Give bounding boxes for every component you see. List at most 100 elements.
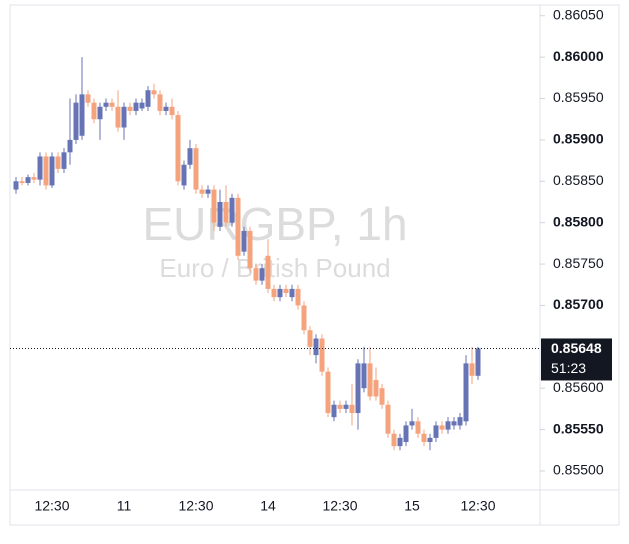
candle-body — [19, 181, 25, 183]
candle-body — [367, 363, 373, 397]
y-tick-label: 0.86000 — [553, 48, 604, 64]
candle-body — [349, 404, 355, 414]
candle-body — [91, 102, 97, 120]
last-price-box — [541, 338, 612, 381]
candle-body — [25, 177, 31, 183]
x-tick-label: 12:30 — [322, 498, 357, 514]
chart-frame — [9, 4, 620, 526]
candle-body — [445, 421, 451, 430]
y-tick-label: 0.85550 — [553, 420, 604, 436]
candle-body — [301, 305, 307, 331]
candle-body — [235, 197, 241, 256]
candle-body — [283, 288, 289, 294]
y-tick-label: 0.86050 — [553, 6, 604, 22]
candle-body — [331, 404, 337, 418]
candle-body — [241, 230, 247, 252]
last-price-label: 0.85648 — [551, 340, 602, 356]
candle-body — [373, 379, 379, 397]
candle-body — [421, 433, 427, 442]
watermark-subtitle: Euro / British Pound — [159, 253, 390, 283]
candle-body — [409, 421, 415, 426]
y-tick-label: 0.85750 — [553, 255, 604, 271]
candle-body — [457, 417, 463, 426]
candle-body — [451, 421, 457, 426]
y-tick-label: 0.85900 — [553, 131, 604, 147]
candle-body — [181, 164, 187, 186]
candle-body — [97, 106, 103, 120]
x-tick-label: 12:30 — [178, 498, 213, 514]
candle-body — [67, 139, 73, 153]
candle-body — [433, 425, 439, 438]
candle-body — [175, 115, 181, 182]
candle-body — [157, 94, 163, 111]
candle-body — [115, 106, 121, 128]
candle-body — [265, 255, 271, 289]
candle-body — [73, 102, 79, 140]
candle-body — [343, 404, 349, 409]
y-tick-label: 0.85700 — [553, 296, 604, 312]
candle-body — [355, 363, 361, 414]
candle-body — [259, 268, 265, 281]
candle-body — [199, 189, 205, 194]
x-tick-label: 15 — [404, 498, 420, 514]
candle-body — [415, 421, 421, 434]
candle-body — [295, 288, 301, 306]
candle-body — [361, 363, 367, 389]
candle-body — [43, 156, 49, 186]
candle-body — [133, 102, 139, 111]
candle-body — [313, 338, 319, 356]
y-tick-label: 0.85500 — [553, 462, 604, 478]
candle-body — [31, 177, 37, 180]
y-tick-label: 0.85850 — [553, 172, 604, 188]
y-tick-label: 0.85950 — [553, 89, 604, 105]
candle-body — [121, 106, 127, 128]
candle-body — [229, 197, 235, 223]
candle-body — [223, 201, 229, 223]
candle-body — [379, 388, 385, 405]
candle-body — [139, 102, 145, 109]
candle-body — [427, 437, 433, 442]
candle-body — [247, 230, 253, 269]
candle-body — [127, 106, 133, 111]
candle-body — [61, 152, 67, 169]
candle-body — [391, 433, 397, 447]
candle-body — [151, 90, 157, 95]
candle-body — [37, 156, 43, 180]
candle-body — [55, 156, 61, 169]
candle-body — [145, 90, 151, 107]
candle-body — [325, 371, 331, 414]
candle-body — [271, 288, 277, 298]
x-tick-label: 11 — [117, 498, 132, 514]
candle-body — [463, 363, 469, 422]
candle-body — [13, 181, 19, 190]
candle-body — [79, 94, 85, 136]
candle-body — [439, 425, 445, 430]
candle-body — [205, 189, 211, 194]
candle-body — [217, 201, 223, 227]
x-tick-label: 12:30 — [34, 498, 69, 514]
candle-body — [169, 106, 175, 116]
candle-body — [307, 330, 313, 347]
candle-body — [469, 363, 475, 376]
candle-body — [85, 94, 91, 103]
candle-body — [277, 288, 283, 298]
candle-body — [337, 404, 343, 409]
candle-body — [475, 348, 481, 376]
watermark-title: EURGBP, 1h — [142, 198, 407, 250]
candle-body — [49, 156, 55, 186]
countdown-label: 51:23 — [551, 360, 586, 376]
candle-body — [397, 437, 403, 447]
y-tick-label: 0.85600 — [553, 379, 604, 395]
candle-body — [289, 288, 295, 298]
x-tick-label: 14 — [260, 498, 276, 514]
candle-body — [253, 268, 259, 281]
candle-body — [109, 102, 115, 107]
candle-body — [193, 148, 199, 190]
y-tick-label: 0.85800 — [553, 213, 604, 229]
x-tick-label: 12:30 — [460, 498, 495, 514]
candle-body — [403, 425, 409, 442]
candle-body — [211, 189, 217, 223]
candle-body — [103, 102, 109, 107]
candle-body — [385, 404, 391, 434]
